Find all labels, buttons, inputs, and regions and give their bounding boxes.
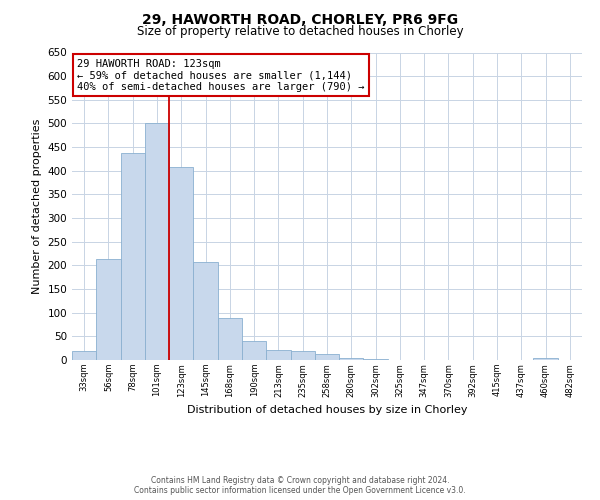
Text: 29, HAWORTH ROAD, CHORLEY, PR6 9FG: 29, HAWORTH ROAD, CHORLEY, PR6 9FG <box>142 12 458 26</box>
X-axis label: Distribution of detached houses by size in Chorley: Distribution of detached houses by size … <box>187 405 467 415</box>
Y-axis label: Number of detached properties: Number of detached properties <box>32 118 42 294</box>
Bar <box>339 358 364 360</box>
Bar <box>315 354 339 360</box>
Bar <box>72 352 96 360</box>
Bar <box>266 350 290 360</box>
Bar <box>533 358 558 360</box>
Text: Contains HM Land Registry data © Crown copyright and database right 2024.
Contai: Contains HM Land Registry data © Crown c… <box>134 476 466 495</box>
Bar <box>145 122 169 360</box>
Bar <box>290 352 315 360</box>
Bar <box>242 341 266 360</box>
Bar <box>169 167 193 360</box>
Bar <box>193 262 218 360</box>
Bar <box>121 154 145 360</box>
Bar <box>218 318 242 360</box>
Bar <box>96 259 121 360</box>
Text: Size of property relative to detached houses in Chorley: Size of property relative to detached ho… <box>137 25 463 38</box>
Text: 29 HAWORTH ROAD: 123sqm
← 59% of detached houses are smaller (1,144)
40% of semi: 29 HAWORTH ROAD: 123sqm ← 59% of detache… <box>77 58 365 92</box>
Bar <box>364 358 388 360</box>
